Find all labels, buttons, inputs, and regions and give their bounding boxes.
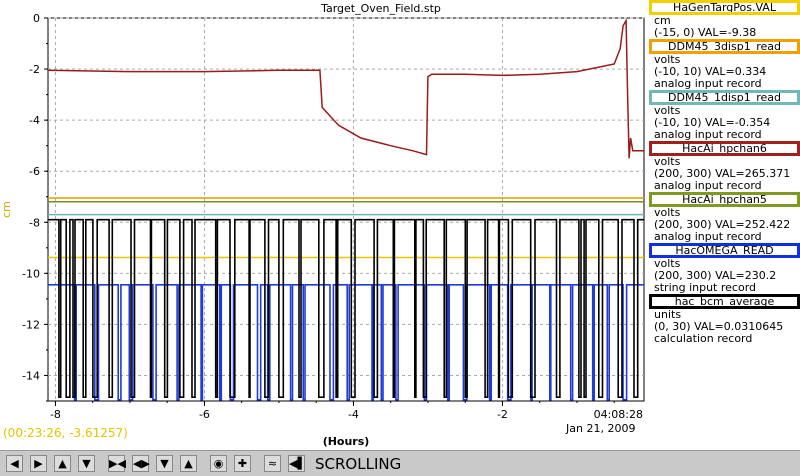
legend-series-name[interactable]: HaGenTargPos.VAL xyxy=(649,0,800,15)
legend-entry[interactable]: HacAi_hpchan5 volts (200, 300) VAL=252.422… xyxy=(649,192,800,243)
arrow-up-icon[interactable]: ▲ xyxy=(54,455,71,472)
y-tick-label: -12 xyxy=(22,318,40,331)
y-tick-label: -14 xyxy=(22,369,40,382)
legend-detail-line: volts xyxy=(654,53,681,66)
arrow-down-icon[interactable]: ▼ xyxy=(78,455,95,472)
chart-title: Target_Oven_Field.stp xyxy=(320,2,441,15)
legend-detail-line: (-15, 0) VAL=-9.38 xyxy=(654,26,757,39)
arrow-left-icon[interactable]: ◀ xyxy=(6,455,23,472)
legend-detail-line: (200, 300) VAL=265.371 xyxy=(654,167,791,180)
zoom-out-vertical-icon[interactable]: ▲ xyxy=(180,455,197,472)
legend-series-name[interactable]: HacAi_hpchan6 xyxy=(649,141,800,156)
y-tick-label: -6 xyxy=(29,165,40,178)
toolbar: ◀ ▶ ▲ ▼ ▶◀ ◀▶ ▼ ▲ ◉ ✚ ≈ ◀▌ SCROLLING xyxy=(0,450,800,476)
y-tick-label: -4 xyxy=(29,114,40,127)
cursor-readout: (00:23:26, -3.61257) xyxy=(3,426,128,440)
legend-entry[interactable]: HacAi_hpchan6 volts (200, 300) VAL=265.371… xyxy=(649,141,800,192)
x-tick-label: -4 xyxy=(348,408,359,421)
add-icon[interactable]: ✚ xyxy=(234,455,251,472)
zoom-in-vertical-icon[interactable]: ▼ xyxy=(156,455,173,472)
zoom-out-horizontal-icon[interactable]: ◀▶ xyxy=(132,455,150,472)
legend-entry[interactable]: HaGenTargPos.VAL cm (-15, 0) VAL=-9.38 xyxy=(649,0,800,39)
legend-detail-line: volts xyxy=(654,155,681,168)
legend-detail-line: (200, 300) VAL=252.422 xyxy=(654,218,791,231)
mode-label: SCROLLING xyxy=(315,455,402,473)
legend-detail-line: (200, 300) VAL=230.2 xyxy=(654,269,777,282)
y-tick-label: -10 xyxy=(22,267,40,280)
scroll-mode-icon[interactable]: ◀▌ xyxy=(288,455,306,472)
legend-detail-line: analog input record xyxy=(654,179,762,192)
x-end-time-label: 04:08:28 xyxy=(594,408,643,421)
series-group xyxy=(48,18,644,401)
record-icon[interactable]: ◉ xyxy=(210,455,227,472)
legend: HaGenTargPos.VAL cm (-15, 0) VAL=-9.38 DDM4… xyxy=(649,0,800,345)
legend-detail-line: volts xyxy=(654,104,681,117)
legend-detail-line: string input record xyxy=(654,281,757,294)
y-tick-label: -8 xyxy=(29,216,40,229)
legend-detail-line: analog input record xyxy=(654,128,762,141)
legend-detail-line: analog input record xyxy=(654,230,762,243)
arrow-right-icon[interactable]: ▶ xyxy=(30,455,47,472)
legend-detail-line: cm xyxy=(654,14,671,27)
legend-series-name[interactable]: DDM45_1disp1_read xyxy=(649,90,800,105)
series-line-hac_bcm_average xyxy=(48,218,644,398)
zoom-in-horizontal-icon[interactable]: ▶◀ xyxy=(108,455,126,472)
legend-detail-line: calculation record xyxy=(654,332,753,345)
x-tick-label: -8 xyxy=(50,408,61,421)
x-tick-label: -2 xyxy=(497,408,508,421)
legend-entry[interactable]: HacOMEGA_READ volts (200, 300) VAL=230.2 st… xyxy=(649,243,800,294)
legend-detail-line: analog input record xyxy=(654,77,762,90)
legend-series-name[interactable]: HacOMEGA_READ xyxy=(649,243,800,258)
legend-detail-line: units xyxy=(654,308,682,321)
legend-entry[interactable]: DDM45_1disp1_read volts (-10, 10) VAL=-0.3… xyxy=(649,90,800,141)
y-axis-label: cm xyxy=(0,201,13,218)
legend-detail-line: (0, 30) VAL=0.0310645 xyxy=(654,320,784,333)
legend-detail-line: volts xyxy=(654,257,681,270)
x-axis-label: (Hours) xyxy=(323,435,370,448)
legend-series-name[interactable]: hac_bcm_average xyxy=(649,294,800,309)
legend-series-name[interactable]: DDM45_3disp1_read xyxy=(649,39,800,54)
legend-detail-line: (-10, 10) VAL=-0.354 xyxy=(654,116,771,129)
series-line-HacOMEGA_READ xyxy=(48,284,644,401)
y-tick-label: 0 xyxy=(33,12,40,25)
legend-detail-line: (-10, 10) VAL=0.334 xyxy=(654,65,767,78)
x-tick-label: -6 xyxy=(199,408,210,421)
legend-series-name[interactable]: HacAi_hpchan5 xyxy=(649,192,800,207)
legend-detail-line: volts xyxy=(654,206,681,219)
y-tick-label: -2 xyxy=(29,63,40,76)
legend-entry[interactable]: DDM45_3disp1_read volts (-10, 10) VAL=0.33… xyxy=(649,39,800,90)
legend-entry[interactable]: hac_bcm_average units (0, 30) VAL=0.031064… xyxy=(649,294,800,345)
graph-icon[interactable]: ≈ xyxy=(264,455,281,472)
plot-area xyxy=(47,17,645,402)
series-line-HacAi_hpchan6 xyxy=(48,18,644,159)
date-label: Jan 21, 2009 xyxy=(566,422,636,435)
